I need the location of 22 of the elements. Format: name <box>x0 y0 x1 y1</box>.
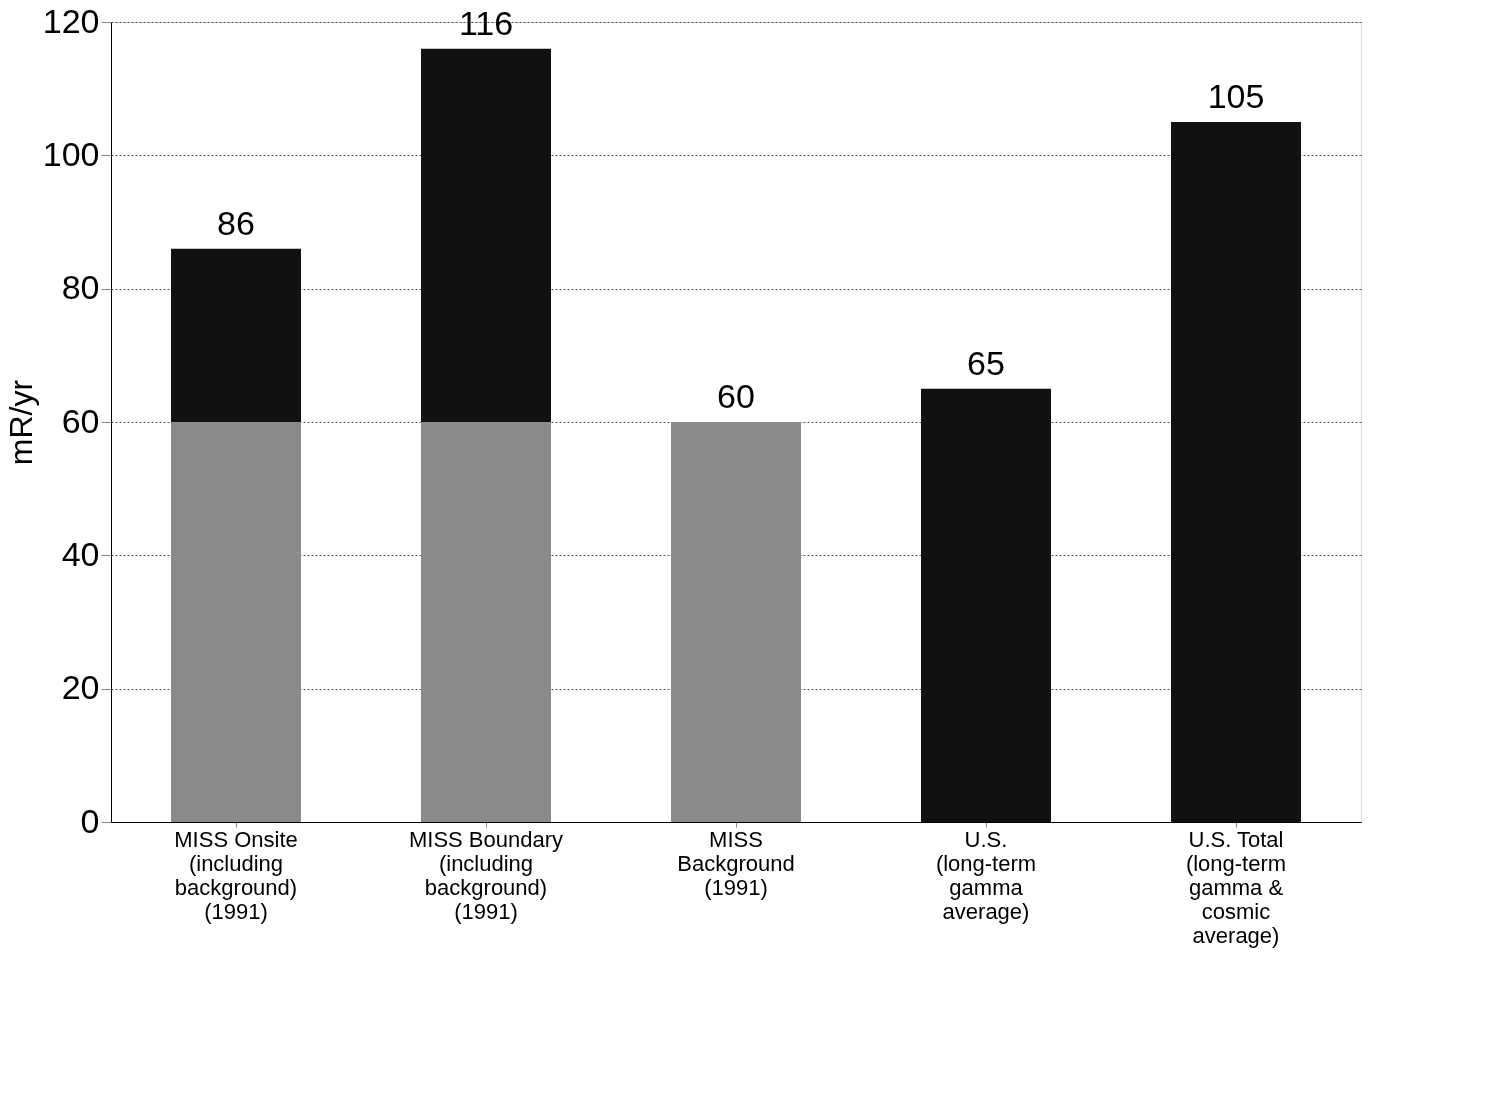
total-label: 116 <box>458 3 514 42</box>
y-tick-label: 100 <box>42 134 100 173</box>
x-tick-label: U.S. Total (long-term gamma & cosmic average) <box>1185 826 1287 948</box>
x-tick-label: U.S. (long-term gamma average) <box>935 826 1037 924</box>
y-tick-label: 120 <box>42 1 100 40</box>
y-tick-label: 40 <box>61 534 100 573</box>
bar <box>171 248 301 422</box>
x-tick-label: MISS Onsite (including background) (1991) <box>174 826 298 924</box>
y-tick-label: 0 <box>80 801 100 840</box>
total-label: 86 <box>217 203 255 242</box>
x-tick-label: MISS Background (1991) <box>677 826 795 900</box>
y-tick-label: 60 <box>61 401 100 440</box>
y-axis-title: mR/yr <box>2 379 39 466</box>
x-tick-label: MISS Boundary (including background) (1991) <box>408 826 564 924</box>
bar <box>921 388 1051 822</box>
total-label: 65 <box>967 343 1005 382</box>
bar <box>1171 122 1301 822</box>
y-tick-label: 20 <box>61 668 100 707</box>
y-tick-label: 80 <box>61 268 100 307</box>
total-label: 60 <box>717 377 755 415</box>
bar <box>421 48 551 422</box>
total-label: 105 <box>1207 77 1265 115</box>
